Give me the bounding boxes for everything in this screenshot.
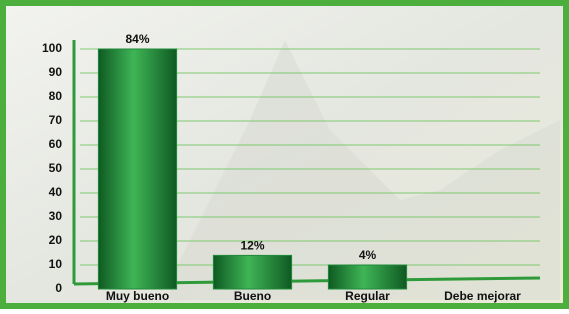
y-tick-label: 70 [49, 113, 63, 127]
x-tick-label: Bueno [234, 289, 271, 303]
data-label: 4% [359, 248, 377, 262]
y-tick-label: 0 [55, 281, 62, 295]
bar [98, 49, 176, 289]
chart: 0 10 20 30 40 50 60 70 80 90 100 Muy bueno 84% Bueno 1… [0, 0, 569, 309]
y-tick-label: 10 [49, 257, 63, 271]
bar [328, 265, 406, 289]
data-label: 12% [240, 239, 264, 253]
y-tick-label: 80 [49, 89, 63, 103]
y-tick-label: 60 [49, 137, 63, 151]
y-tick-label: 30 [49, 209, 63, 223]
y-tick-label: 90 [49, 65, 63, 79]
y-tick-label: 20 [49, 233, 63, 247]
x-tick-label: Muy bueno [106, 289, 169, 303]
y-tick-label: 40 [49, 185, 63, 199]
bar [213, 255, 291, 289]
x-tick-label: Regular [345, 289, 390, 303]
y-tick-label: 100 [42, 41, 62, 55]
y-tick-label: 50 [49, 161, 63, 175]
x-tick-label: Debe mejorar [444, 289, 521, 303]
page: {"chart_data": {"type": "bar", "categori… [0, 0, 569, 314]
data-label: 84% [125, 32, 149, 46]
